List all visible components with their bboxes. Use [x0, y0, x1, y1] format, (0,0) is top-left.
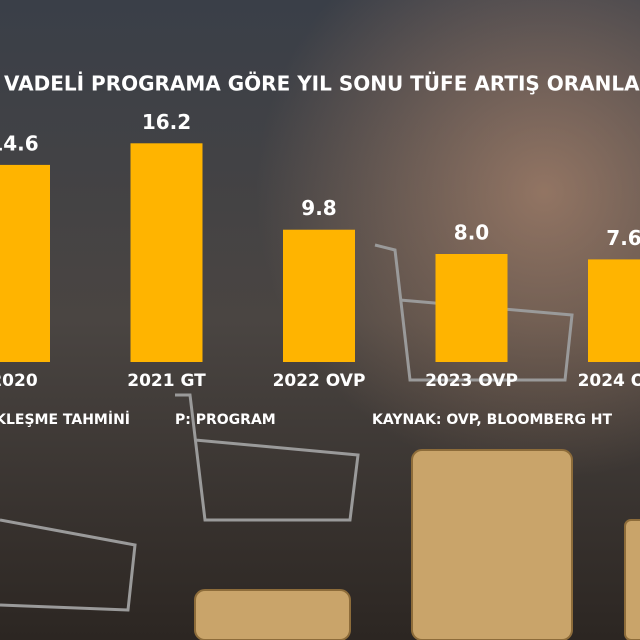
bar [130, 143, 203, 362]
x-tick-label: 2024 OVP [578, 371, 640, 391]
value-label: 16.2 [142, 110, 191, 134]
x-tick-label: 2022 OVP [273, 371, 366, 391]
value-label: 14.6 [0, 131, 39, 155]
footnote: P: PROGRAM [175, 412, 276, 428]
chart-title: ORTA VADELİ PROGRAMA GÖRE YIL SONU TÜFE … [0, 72, 640, 96]
x-tick-label: 2021 GT [127, 371, 206, 391]
footnote: KAYNAK: OVP, BLOOMBERG HT [372, 412, 613, 428]
x-tick-label: 2020 [0, 371, 38, 391]
value-label: 7.6 [606, 226, 640, 250]
bar [283, 229, 355, 362]
carts [0, 243, 574, 612]
value-label: 9.8 [301, 196, 336, 220]
bar [435, 254, 508, 362]
value-label: 8.0 [454, 221, 489, 245]
coin-stacks [194, 449, 640, 640]
footnote: GT: GERÇEKLEŞME TAHMİNİ [0, 411, 130, 428]
bar [588, 259, 640, 362]
x-tick-label: 2023 OVP [425, 371, 518, 391]
bar [0, 164, 50, 362]
